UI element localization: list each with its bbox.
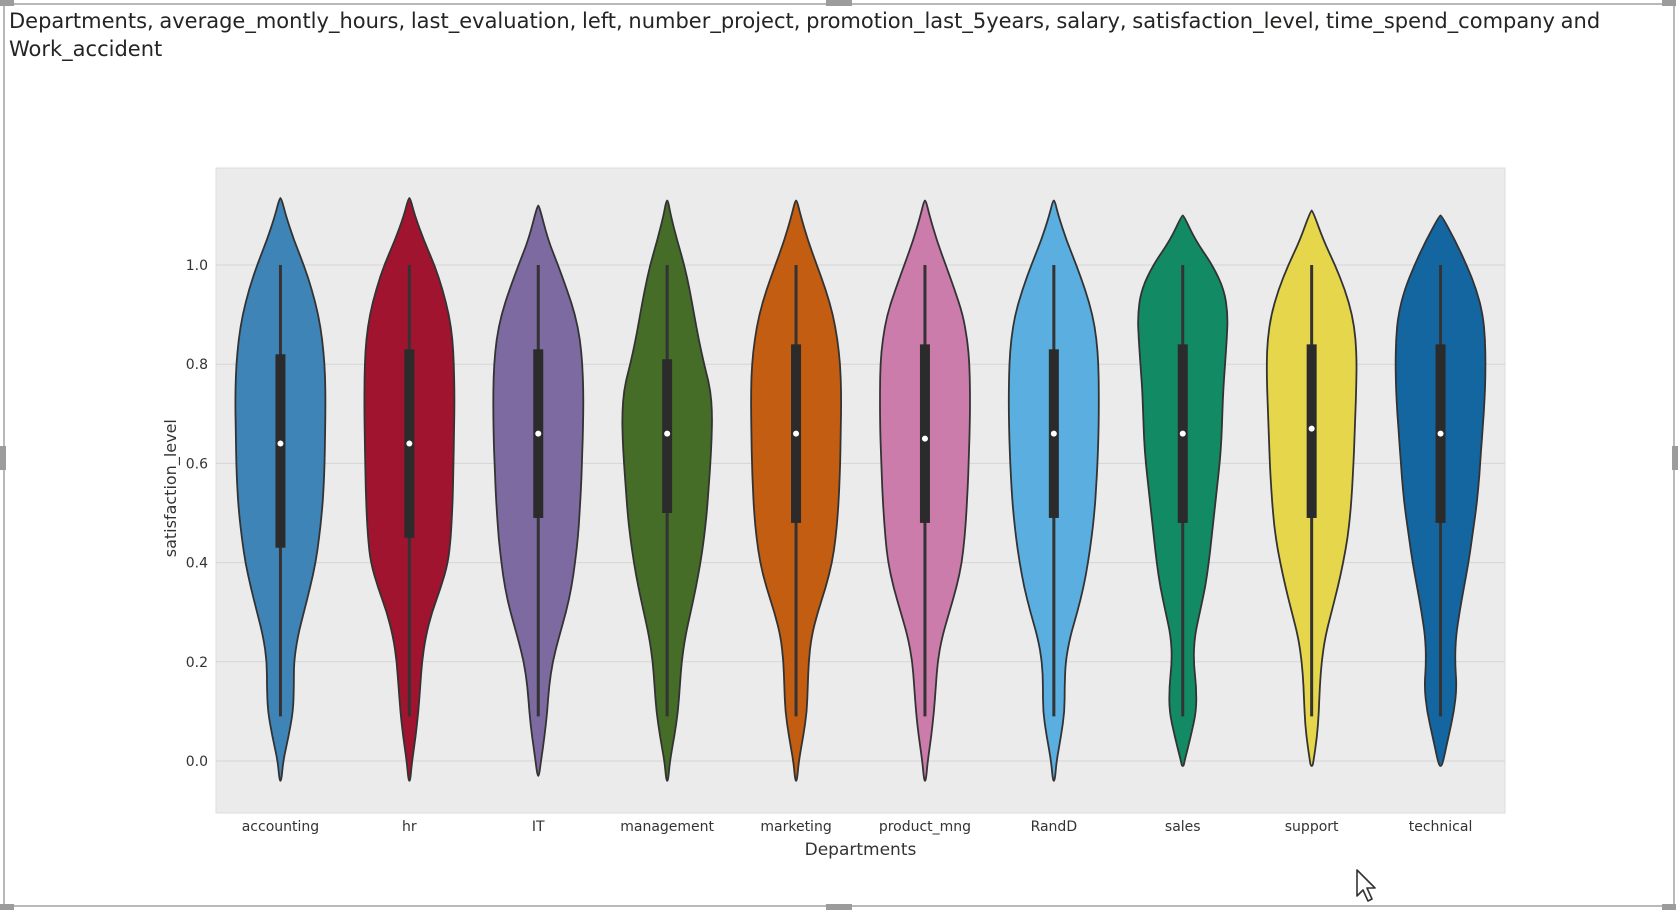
y-tick-label: 0.2	[186, 655, 208, 671]
y-tick-label: 0.8	[186, 357, 208, 373]
x-tick-label: product_mng	[879, 819, 971, 835]
x-axis-label: Departments	[805, 840, 917, 860]
visual-title: Departments, average_montly_hours, last_…	[9, 9, 1601, 61]
resize-handle-bottom-right[interactable]	[1662, 904, 1676, 910]
median-point-IT	[535, 430, 542, 437]
x-tick-label: RandD	[1031, 819, 1078, 835]
median-point-technical	[1437, 430, 1444, 437]
iqr-box-product_mng	[919, 344, 930, 523]
median-point-sales	[1179, 430, 1186, 437]
resize-handle-bottom[interactable]	[826, 904, 852, 910]
x-tick-label: IT	[532, 819, 545, 835]
resize-handle-top-right[interactable]	[1662, 0, 1676, 6]
y-tick-label: 1.0	[186, 258, 208, 274]
y-axis-label: satisfaction_level	[161, 419, 181, 557]
x-tick-label: management	[620, 819, 714, 835]
x-tick-label: technical	[1409, 819, 1473, 835]
median-point-RandD	[1050, 430, 1057, 437]
x-tick-label: hr	[402, 819, 417, 835]
y-tick-label: 0.4	[186, 556, 208, 572]
iqr-box-accounting	[275, 354, 286, 548]
median-point-marketing	[793, 430, 800, 437]
violins	[234, 197, 1487, 782]
x-tick-label: sales	[1165, 819, 1201, 835]
y-tick-label: 0.0	[186, 754, 208, 770]
median-point-support	[1308, 425, 1315, 432]
median-point-hr	[406, 440, 413, 447]
median-point-management	[664, 430, 671, 437]
resize-handle-bottom-left[interactable]	[0, 904, 14, 910]
x-axis-ticks: accounting hr IT management marketing product…	[242, 819, 1473, 835]
x-tick-label: support	[1285, 819, 1339, 835]
resize-handle-left[interactable]	[0, 446, 6, 470]
resize-handle-top[interactable]	[826, 0, 852, 6]
median-point-product_mng	[921, 435, 928, 442]
median-point-accounting	[277, 440, 284, 447]
x-tick-label: marketing	[760, 819, 831, 835]
resize-handle-top-left[interactable]	[0, 0, 14, 6]
resize-handle-right[interactable]	[1672, 446, 1678, 470]
y-axis-ticks: 0.0 0.2 0.4 0.6 0.8 1.0	[186, 258, 208, 770]
x-tick-label: accounting	[242, 819, 319, 835]
y-tick-label: 0.6	[186, 456, 208, 472]
mouse-cursor-icon	[1356, 869, 1376, 902]
